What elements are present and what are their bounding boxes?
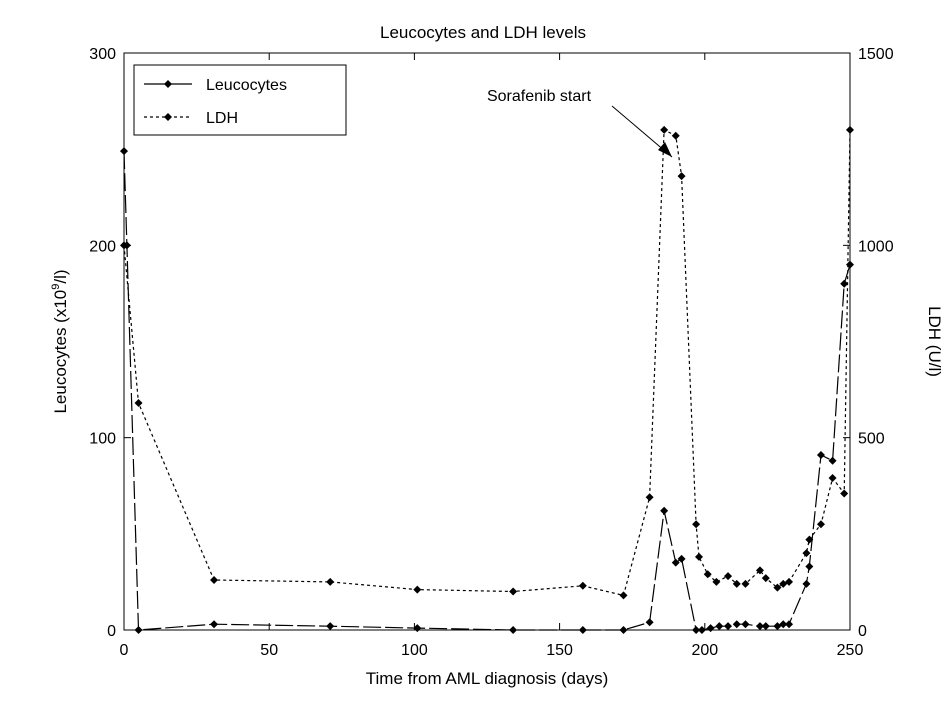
y-axis-left-label: Leucocytes (x109/l)	[50, 269, 70, 413]
x-tick-label: 250	[837, 642, 864, 659]
x-tick-label: 50	[260, 642, 278, 659]
annotation: Sorafenib start	[487, 88, 673, 158]
data-point-ldh	[509, 587, 518, 596]
data-point-leucocytes	[697, 626, 706, 634]
data-point-ldh	[619, 591, 628, 600]
series-layer	[120, 125, 854, 634]
data-point-ldh	[755, 566, 764, 575]
data-point-ldh	[712, 577, 721, 586]
data-point-leucocytes	[785, 620, 794, 629]
data-point-leucocytes	[805, 562, 814, 571]
y-axis-left-label-suffix: /l)	[51, 269, 70, 283]
y-right-tick-label: 1500	[858, 46, 894, 63]
data-point-leucocytes	[840, 279, 849, 288]
data-point-leucocytes	[509, 626, 518, 634]
y-axis-left-label-prefix: Leucocytes (x10	[51, 290, 70, 414]
data-point-leucocytes	[671, 558, 680, 567]
legend: Leucocytes LDH	[133, 64, 347, 136]
data-point-leucocytes	[413, 624, 422, 633]
data-point-ldh	[677, 172, 686, 181]
data-point-leucocytes	[802, 579, 811, 588]
data-point-ldh	[805, 535, 814, 544]
annotation-arrowhead	[658, 142, 672, 157]
plot-area	[123, 52, 851, 631]
y-left-tick-label: 300	[89, 46, 116, 63]
data-point-ldh	[413, 585, 422, 594]
y-right-tick-label: 500	[858, 431, 885, 448]
data-point-leucocytes	[755, 622, 764, 631]
data-point-leucocytes	[120, 147, 128, 156]
data-point-ldh	[134, 399, 143, 408]
data-point-ldh	[816, 520, 825, 529]
legend-label-ldh: LDH	[206, 110, 238, 127]
data-point-leucocytes	[210, 620, 219, 629]
data-point-ldh	[761, 574, 770, 583]
y-right-tick-label: 1000	[858, 238, 894, 255]
x-tick-label: 150	[546, 642, 573, 659]
data-point-ldh	[846, 125, 854, 134]
legend-label-leucocytes: Leucocytes	[206, 77, 287, 94]
legend-box	[133, 64, 347, 136]
data-point-ldh	[326, 577, 335, 586]
data-point-leucocytes	[779, 620, 788, 629]
data-point-leucocytes	[741, 620, 750, 629]
data-point-ldh	[785, 577, 794, 586]
data-point-ldh	[645, 493, 654, 502]
x-axis-label: Time from AML diagnosis (days)	[366, 669, 608, 688]
y-left-tick-label: 100	[89, 431, 116, 448]
data-point-ldh	[773, 583, 782, 592]
data-point-ldh	[671, 131, 680, 140]
data-point-ldh	[741, 579, 750, 588]
data-point-leucocytes	[326, 622, 335, 631]
x-tick-label: 100	[401, 642, 428, 659]
data-point-ldh	[724, 572, 733, 581]
data-point-leucocytes	[715, 622, 724, 631]
tick-marks	[123, 52, 851, 631]
data-point-leucocytes	[619, 626, 628, 634]
y-left-tick-label: 200	[89, 238, 116, 255]
data-point-leucocytes	[816, 450, 825, 459]
data-point-leucocytes	[645, 618, 654, 627]
data-point-ldh	[578, 581, 587, 590]
data-point-ldh	[120, 241, 128, 250]
x-tick-label: 200	[691, 642, 718, 659]
data-point-ldh	[694, 552, 703, 561]
x-tick-label: 0	[120, 642, 129, 659]
data-point-ldh	[692, 520, 701, 529]
legend-marker-ldh	[164, 113, 172, 121]
data-point-leucocytes	[828, 456, 837, 465]
data-point-ldh	[828, 474, 837, 483]
data-point-leucocytes	[724, 622, 733, 631]
y-right-tick-label: 0	[858, 623, 867, 640]
data-point-leucocytes	[706, 624, 715, 633]
tick-labels: 0 50 100 150 200 250 0 100 200 300 0 500 1000 1500	[89, 46, 893, 659]
legend-marker-leucocytes	[164, 80, 172, 88]
data-point-ldh	[660, 125, 669, 134]
data-point-leucocytes	[660, 506, 669, 515]
data-point-ldh	[703, 570, 712, 579]
data-point-leucocytes	[578, 626, 587, 634]
y-axis-left-label-sup: 9	[50, 284, 62, 290]
data-point-leucocytes	[692, 626, 701, 634]
y-left-tick-label: 0	[107, 623, 116, 640]
data-point-ldh	[732, 579, 741, 588]
data-point-ldh	[802, 549, 811, 558]
data-point-leucocytes	[677, 554, 686, 563]
data-point-leucocytes	[732, 620, 741, 629]
annotation-text: Sorafenib start	[487, 88, 592, 105]
data-point-ldh	[840, 489, 849, 498]
chart-title: Leucocytes and LDH levels	[380, 23, 586, 42]
data-point-leucocytes	[761, 622, 770, 631]
y-axis-right-label: LDH (U/l)	[925, 306, 944, 377]
data-point-ldh	[210, 575, 219, 584]
data-point-leucocytes	[134, 626, 143, 634]
